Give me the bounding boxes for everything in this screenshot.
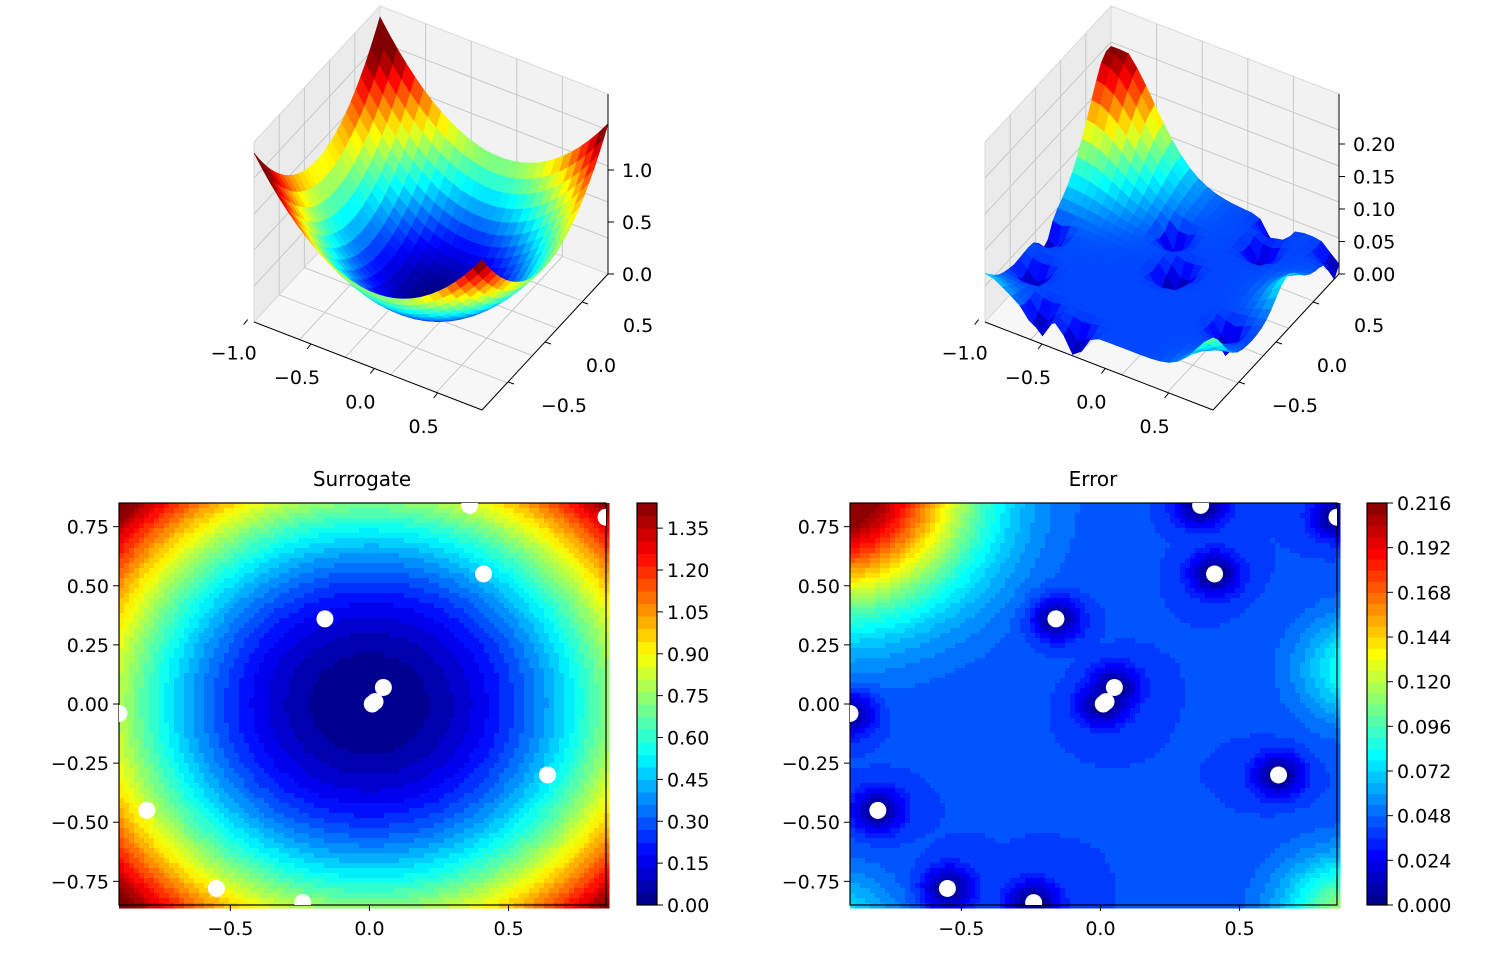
error-title: Error xyxy=(1069,467,1119,491)
y-tick-label: 0.00 xyxy=(67,694,109,716)
sample-point xyxy=(1328,508,1337,526)
colorbar-tick-label: 0.072 xyxy=(1397,761,1451,783)
sample-point xyxy=(1047,610,1065,628)
y-tick-label: −0.25 xyxy=(782,753,840,775)
y-tick-label: −0.50 xyxy=(782,812,840,834)
z-tick-label: 0.20 xyxy=(1353,134,1395,156)
x-tick-label: 0.0 xyxy=(354,918,384,940)
colorbar-tick-label: 0.60 xyxy=(667,728,709,750)
x-tick-label: −0.5 xyxy=(274,367,320,389)
x-tick-label: −1.0 xyxy=(942,343,988,365)
sample-point xyxy=(1105,678,1123,696)
z-tick-label: 0.05 xyxy=(1353,232,1395,254)
sample-point xyxy=(539,766,557,784)
sample-point xyxy=(597,508,606,526)
z-tick-label: 0.15 xyxy=(1353,167,1395,189)
colorbar-tick-label: 0.30 xyxy=(667,811,709,833)
z-tick-label: 0.5 xyxy=(622,212,652,234)
sample-point xyxy=(119,704,128,722)
x-tick-label: 0.5 xyxy=(409,416,439,438)
x-tick-label: 0.5 xyxy=(1224,918,1254,940)
x-tick-label: 0.0 xyxy=(1076,391,1106,413)
colorbar-tick-label: 0.15 xyxy=(667,853,709,875)
y-tick-label: 0.25 xyxy=(798,635,840,657)
sample-point xyxy=(461,503,479,514)
y-tick-label: 0.25 xyxy=(67,635,109,657)
sample-point xyxy=(138,801,156,819)
sample-point xyxy=(316,610,334,628)
surface xyxy=(253,16,609,322)
y-tick-label: 0.0 xyxy=(1317,355,1347,377)
x-axis-line xyxy=(253,321,483,411)
z-tick-label: 0.00 xyxy=(1353,264,1395,286)
sample-point xyxy=(207,879,225,897)
y-tick-label: 0.50 xyxy=(67,576,109,598)
x-tick-label: 0.0 xyxy=(345,391,375,413)
colorbar: 0.000 0.024 0.048 0.072 0.096 0.120 0.144 0.168… xyxy=(1366,493,1451,917)
contour-fill xyxy=(119,503,610,909)
y-tick-label: −0.75 xyxy=(782,871,840,893)
sample-point xyxy=(1094,695,1112,713)
colorbar-tick-label: 1.20 xyxy=(667,560,709,582)
y-tick-label: 0.00 xyxy=(798,694,840,716)
y-tick-label: −0.5 xyxy=(541,395,587,417)
surrogate-contour-plot: Surrogate −0.5 0.0 0.5−0.75−0.50−0.250.000… xyxy=(51,467,710,940)
colorbar-tick-label: 0.168 xyxy=(1397,582,1451,604)
colorbar-tick-label: 0.90 xyxy=(667,644,709,666)
y-tick-label: 0.75 xyxy=(67,517,109,539)
z-tick-label: 0.0 xyxy=(622,264,652,286)
x-tick-label: −0.5 xyxy=(938,918,984,940)
surface xyxy=(984,45,1340,363)
contour-fill xyxy=(850,503,1341,909)
y-tick-label: 0.5 xyxy=(623,315,653,337)
z-tick-label: 1.0 xyxy=(622,160,652,182)
y-tick-label: 0.50 xyxy=(798,576,840,598)
surrogate-3d-surface-plot: −1.0 −0.5 0.0 0.5 −0.5 0.0 0.5 0.0 0.5 1.0 xyxy=(211,4,653,438)
x-axis-line xyxy=(984,321,1214,411)
sample-point xyxy=(938,879,956,897)
colorbar-tick-label: 0.75 xyxy=(667,686,709,708)
colorbar-tick-label: 0.192 xyxy=(1397,538,1451,560)
sample-point xyxy=(869,801,887,819)
x-tick-label: 0.5 xyxy=(493,918,523,940)
colorbar-tick-label: 0.048 xyxy=(1397,806,1451,828)
sample-point xyxy=(475,565,493,583)
y-tick-label: −0.5 xyxy=(1272,395,1318,417)
x-tick-label: 0.0 xyxy=(1085,918,1115,940)
y-tick-label: 0.75 xyxy=(798,517,840,539)
sample-point xyxy=(850,704,859,722)
sample-point xyxy=(1270,766,1288,784)
sample-point xyxy=(294,894,312,905)
y-tick-label: 0.0 xyxy=(586,355,616,377)
surrogate-title: Surrogate xyxy=(313,467,411,491)
colorbar-tick-label: 0.00 xyxy=(667,895,709,917)
colorbar-tick-label: 0.024 xyxy=(1397,850,1451,872)
colorbar-tick-label: 1.05 xyxy=(667,602,709,624)
x-tick-label: −0.5 xyxy=(1005,367,1051,389)
sample-point xyxy=(1206,565,1224,583)
colorbar-tick-label: 0.216 xyxy=(1397,493,1451,515)
sample-point xyxy=(363,695,381,713)
sample-point xyxy=(374,678,392,696)
sample-point xyxy=(1025,894,1043,905)
y-tick-label: 0.5 xyxy=(1354,315,1384,337)
colorbar-tick-label: 0.096 xyxy=(1397,716,1451,738)
y-tick-label: −0.25 xyxy=(51,753,109,775)
y-tick-label: −0.50 xyxy=(51,812,109,834)
colorbar-tick-label: 1.35 xyxy=(667,518,709,540)
x-tick-label: −1.0 xyxy=(211,343,257,365)
colorbar-tick-label: 0.144 xyxy=(1397,627,1451,649)
sample-point xyxy=(1192,503,1210,514)
x-tick-label: 0.5 xyxy=(1140,416,1170,438)
colorbar-tick-label: 0.000 xyxy=(1397,895,1451,917)
error-3d-surface-plot: −1.0 −0.5 0.0 0.5 −0.5 0.0 0.5 0.00 0.05 0.10 0.15… xyxy=(942,4,1395,438)
y-tick-label: −0.75 xyxy=(51,871,109,893)
colorbar: 0.00 0.15 0.30 0.45 0.60 0.75 0.90 1.05 1.20 1.35 xyxy=(636,502,709,917)
x-tick-label: −0.5 xyxy=(207,918,253,940)
error-contour-plot: Error −0.5 0.0 0.5 −0.75 −0.50 −0.25 0.00 0.25 0… xyxy=(782,467,1452,940)
colorbar-tick-label: 0.120 xyxy=(1397,672,1451,694)
z-tick-label: 0.10 xyxy=(1353,199,1395,221)
colorbar-tick-label: 0.45 xyxy=(667,769,709,791)
